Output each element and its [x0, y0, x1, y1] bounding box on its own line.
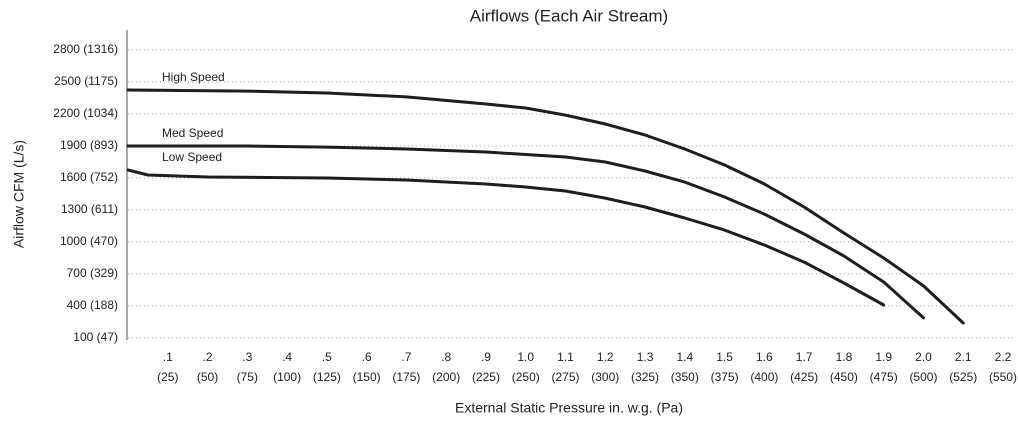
x-tick-sublabel: (200): [432, 370, 460, 384]
x-tick-sublabel: (425): [790, 370, 818, 384]
series-label: High Speed: [162, 70, 225, 84]
x-tick-sublabel: (125): [313, 370, 341, 384]
x-tick-sublabel: (300): [591, 370, 619, 384]
x-tick-label: 1.6: [756, 350, 773, 364]
x-tick-sublabel: (350): [671, 370, 699, 384]
y-tick-label: 1300 (611): [61, 202, 118, 216]
x-tick-sublabel: (225): [472, 370, 500, 384]
series-line: [128, 90, 963, 323]
x-tick-label: 1.4: [676, 350, 693, 364]
y-tick-label: 2200 (1034): [53, 106, 118, 120]
x-tick-label: .6: [362, 350, 372, 364]
y-tick-label: 400 (188): [67, 298, 118, 312]
x-tick-label: .1: [163, 350, 173, 364]
y-tick-label: 100 (47): [73, 330, 118, 344]
x-tick-label: 1.3: [637, 350, 654, 364]
y-tick-label: 1000 (470): [60, 234, 118, 248]
x-tick-sublabel: (75): [237, 370, 258, 384]
x-tick-sublabel: (325): [631, 370, 659, 384]
y-tick-label: 2500 (1175): [54, 74, 118, 88]
x-axis-title: External Static Pressure in. w.g. (Pa): [455, 400, 683, 416]
x-tick-label: 1.2: [597, 350, 614, 364]
series-line: [128, 170, 884, 305]
x-tick-sublabel: (475): [870, 370, 898, 384]
x-tick-label: .7: [401, 350, 411, 364]
x-tick-label: 1.9: [875, 350, 892, 364]
x-tick-sublabel: (550): [989, 370, 1017, 384]
x-tick-sublabel: (50): [197, 370, 218, 384]
x-tick-label: 1.0: [517, 350, 534, 364]
x-tick-sublabel: (150): [353, 370, 381, 384]
y-tick-label: 2800 (1316): [53, 42, 118, 56]
y-tick-label: 1600 (752): [60, 170, 118, 184]
x-tick-label: 2.2: [995, 350, 1012, 364]
x-tick-label: 2.0: [915, 350, 932, 364]
x-tick-label: 1.1: [557, 350, 574, 364]
y-tick-label: 700 (329): [67, 266, 118, 280]
y-tick-label: 1900 (893): [60, 138, 118, 152]
x-tick-label: .9: [481, 350, 491, 364]
x-tick-label: .5: [322, 350, 332, 364]
x-tick-label: .2: [203, 350, 213, 364]
x-tick-label: .4: [282, 350, 292, 364]
x-tick-label: 1.7: [796, 350, 813, 364]
chart-title: Airflows (Each Air Stream): [470, 6, 668, 25]
x-tick-sublabel: (525): [949, 370, 977, 384]
x-tick-label: 1.8: [836, 350, 853, 364]
series-label: Low Speed: [162, 150, 222, 164]
x-tick-sublabel: (450): [830, 370, 858, 384]
series-label: Med Speed: [162, 126, 223, 140]
y-axis-title: Airflow CFM (L/s): [11, 140, 27, 248]
chart: Airflows (Each Air Stream) External Stat…: [0, 0, 1018, 421]
series-line: [128, 146, 924, 318]
x-tick-sublabel: (100): [273, 370, 301, 384]
x-tick-sublabel: (275): [551, 370, 579, 384]
x-tick-sublabel: (250): [512, 370, 540, 384]
x-tick-sublabel: (400): [750, 370, 778, 384]
x-tick-label: .3: [242, 350, 252, 364]
x-tick-label: 1.5: [716, 350, 733, 364]
x-tick-sublabel: (25): [157, 370, 178, 384]
x-tick-sublabel: (375): [711, 370, 739, 384]
x-tick-sublabel: (175): [392, 370, 420, 384]
x-tick-sublabel: (500): [909, 370, 937, 384]
x-tick-label: .8: [441, 350, 451, 364]
x-tick-label: 2.1: [955, 350, 972, 364]
